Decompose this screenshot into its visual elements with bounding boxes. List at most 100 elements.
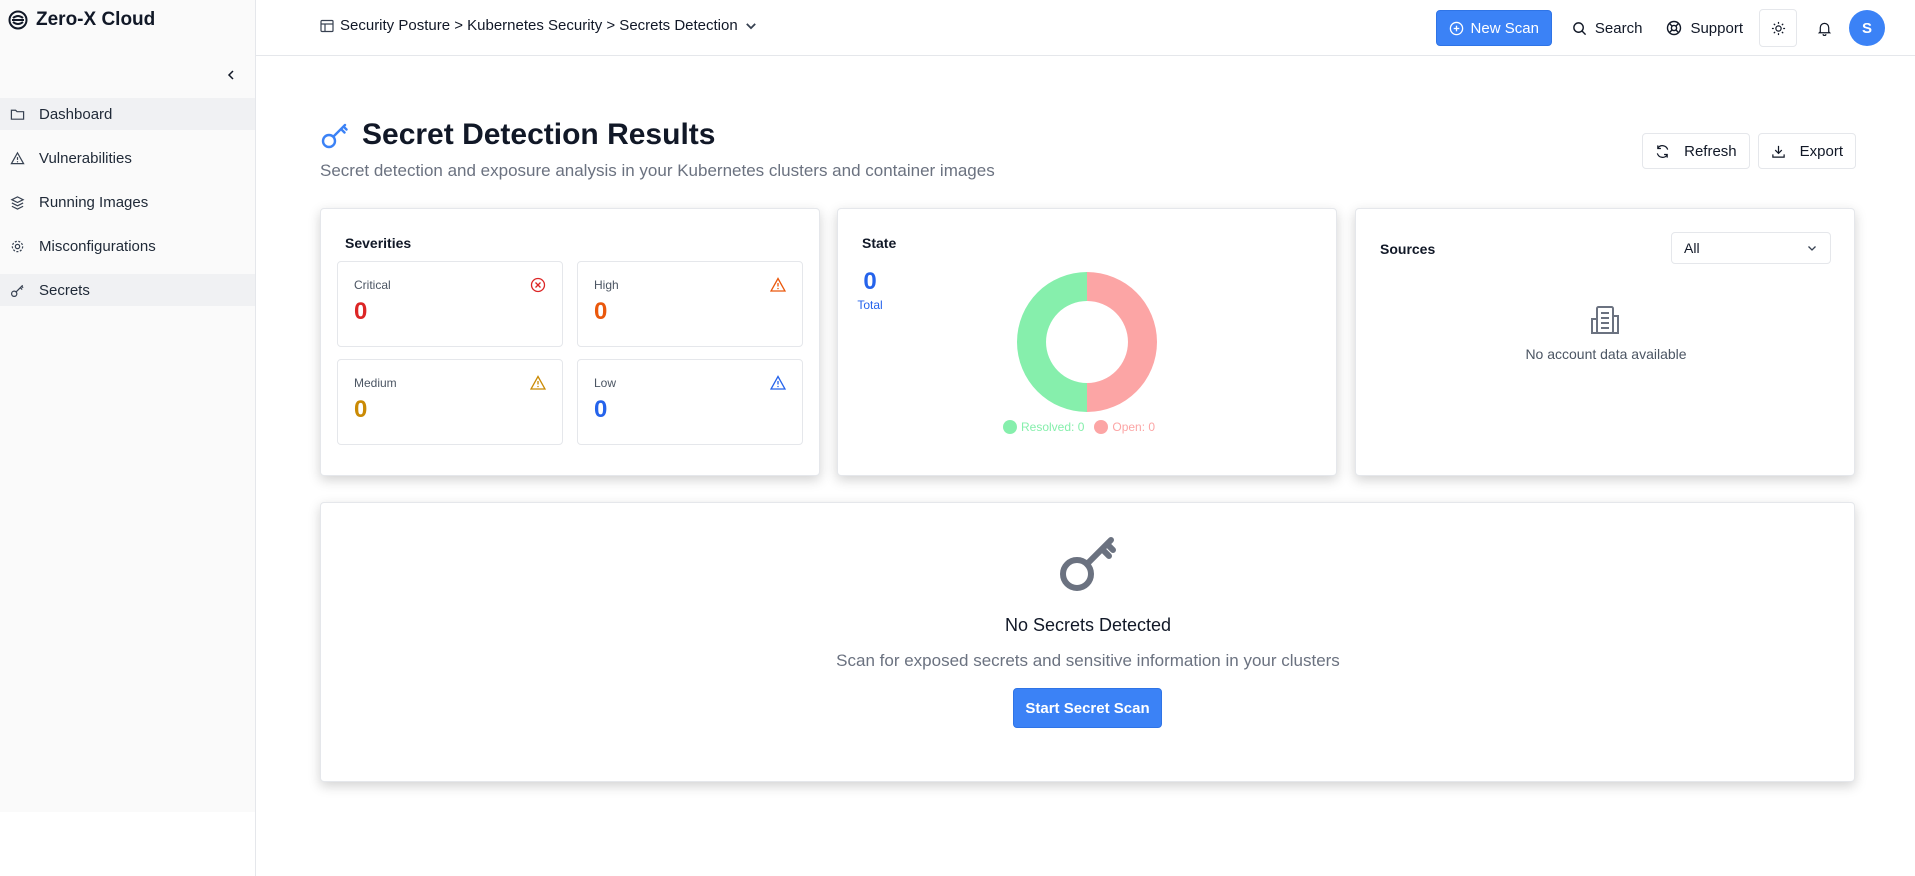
- empty-state-title: No Secrets Detected: [1004, 615, 1172, 635]
- sidebar-item-running-images[interactable]: Running Images: [0, 186, 255, 218]
- brand-name: Zero-X Cloud: [36, 9, 156, 30]
- severity-high-card[interactable]: High 0: [577, 261, 803, 347]
- sidebar-item-label: Secrets: [39, 281, 90, 299]
- sidebar-nav: Dashboard Vulnerabilities Running Images…: [0, 98, 255, 318]
- refresh-icon: [1656, 144, 1669, 158]
- brand-logo-icon: [8, 10, 28, 30]
- state-donut-chart: [1017, 272, 1157, 412]
- refresh-button[interactable]: Refresh: [1642, 133, 1750, 169]
- building-icon: [1591, 306, 1619, 334]
- sidebar-item-dashboard[interactable]: Dashboard: [0, 98, 255, 130]
- legend-resolved[interactable]: Resolved: 0: [1003, 420, 1084, 434]
- severity-label: Critical: [354, 278, 391, 292]
- sources-select-value: All: [1684, 240, 1700, 256]
- export-label: Export: [1799, 142, 1843, 160]
- key-icon: [10, 284, 24, 297]
- page-title-row: Secret Detection Results: [320, 118, 715, 152]
- severity-value: 0: [354, 396, 368, 423]
- x-circle-icon: [530, 277, 546, 293]
- severity-value: 0: [594, 396, 608, 423]
- download-icon: [1771, 145, 1785, 158]
- sidebar: Zero-X Cloud Dashboard Vulnerabilities R…: [0, 0, 256, 812]
- sidebar-item-secrets[interactable]: Secrets: [0, 274, 255, 306]
- info-triangle-icon: [770, 375, 786, 390]
- header-actions: New Scan Search Support S: [1435, 9, 1885, 47]
- new-scan-label: New Scan: [1470, 19, 1539, 37]
- sidebar-item-label: Running Images: [39, 193, 149, 211]
- sidebar-item-label: Dashboard: [39, 105, 113, 123]
- sun-icon: [1771, 21, 1785, 35]
- state-card: State: [837, 208, 1337, 476]
- layers-icon: [10, 195, 25, 210]
- layout-icon: [320, 19, 334, 32]
- state-legend: Resolved: 0 Open: 0: [1003, 420, 1155, 434]
- sidebar-divider: [255, 812, 256, 876]
- brand[interactable]: Zero-X Cloud: [8, 9, 155, 31]
- avatar[interactable]: S: [1849, 10, 1885, 46]
- severities-card: Severities Critical 0 High 0 Medium 0 Lo…: [320, 208, 820, 476]
- sidebar-item-label: Vulnerabilities: [39, 149, 132, 167]
- page-actions: Refresh Export: [1642, 133, 1856, 169]
- severity-low-card[interactable]: Low 0: [577, 359, 803, 445]
- state-total-label: Total: [857, 298, 883, 312]
- warning-icon: [530, 375, 546, 390]
- severity-critical-card[interactable]: Critical 0: [337, 261, 563, 347]
- search-icon: [1573, 21, 1587, 35]
- donut-resolved-segment[interactable]: [1017, 272, 1087, 412]
- breadcrumb[interactable]: Security Posture > Kubernetes Security >…: [320, 17, 758, 34]
- sidebar-item-label: Misconfigurations: [39, 237, 156, 255]
- folder-icon: [10, 109, 25, 120]
- state-title: State: [862, 235, 897, 251]
- severity-label: High: [594, 278, 619, 292]
- start-secret-scan-button[interactable]: Start Secret Scan: [1013, 688, 1162, 728]
- severities-title: Severities: [345, 235, 412, 251]
- state-total-value: 0: [863, 268, 877, 295]
- severity-value: 0: [354, 298, 368, 325]
- empty-state: No Secrets Detected Scan for exposed sec…: [322, 503, 1854, 781]
- state-total: 0 Total: [845, 268, 895, 312]
- page-subtitle: Secret detection and exposure analysis i…: [320, 161, 995, 180]
- empty-state-description: Scan for exposed secrets and sensitive i…: [836, 651, 1340, 670]
- warning-icon: [770, 277, 786, 292]
- gear-icon: [11, 240, 24, 252]
- warning-icon: [10, 151, 25, 164]
- chevron-left-icon: [227, 70, 234, 80]
- severity-value: 0: [594, 298, 608, 325]
- breadcrumb-text: Security Posture > Kubernetes Security >…: [340, 17, 738, 34]
- support-label: Support: [1690, 19, 1743, 37]
- new-scan-button[interactable]: New Scan: [1435, 10, 1552, 46]
- key-icon: [321, 123, 348, 149]
- severity-label: Medium: [354, 376, 397, 390]
- notifications-button[interactable]: [1805, 9, 1843, 47]
- legend-open[interactable]: Open: 0: [1094, 420, 1155, 434]
- empty-state-card: [320, 502, 1855, 782]
- sources-select[interactable]: All: [1671, 232, 1831, 264]
- top-header: Security Posture > Kubernetes Security >…: [256, 0, 1915, 56]
- collapse-sidebar-button[interactable]: [222, 66, 240, 84]
- plus-circle-icon: [1449, 21, 1463, 35]
- export-button[interactable]: Export: [1757, 133, 1856, 169]
- severity-medium-card[interactable]: Medium 0: [337, 359, 563, 445]
- severity-label: Low: [594, 376, 617, 390]
- legend-open-label: Open: 0: [1112, 420, 1156, 434]
- legend-resolved-dot: [1003, 420, 1017, 434]
- search-label: Search: [1594, 19, 1643, 37]
- page-title: Secret Detection Results: [362, 118, 716, 151]
- chevron-down-icon: [1808, 246, 1816, 251]
- refresh-label: Refresh: [1684, 142, 1737, 160]
- key-icon: [1060, 537, 1116, 591]
- theme-toggle-button[interactable]: [1759, 9, 1797, 47]
- donut-open-segment[interactable]: [1087, 272, 1157, 412]
- sidebar-item-misconfigurations[interactable]: Misconfigurations: [0, 230, 255, 262]
- chevron-down-icon: [745, 22, 756, 29]
- sidebar-item-vulnerabilities[interactable]: Vulnerabilities: [0, 142, 255, 174]
- legend-resolved-label: Resolved: 0: [1021, 420, 1085, 434]
- bell-icon: [1817, 22, 1831, 36]
- search-button[interactable]: Search: [1560, 10, 1655, 46]
- support-button[interactable]: Support: [1654, 10, 1755, 46]
- sources-empty-text: No account data available: [1525, 346, 1687, 362]
- sources-title: Sources: [1380, 241, 1436, 257]
- legend-open-dot: [1094, 420, 1109, 434]
- lifebuoy-icon: [1667, 20, 1682, 36]
